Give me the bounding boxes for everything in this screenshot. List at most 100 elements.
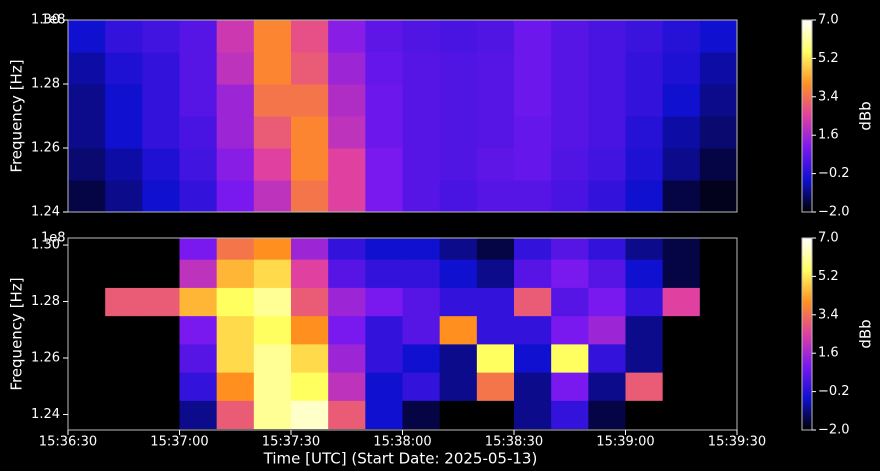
heatmap-cell (588, 372, 626, 401)
heatmap-cell (439, 52, 478, 85)
heatmap-cell (551, 116, 589, 149)
heatmap-cell (68, 400, 106, 430)
heatmap-cell (328, 287, 366, 317)
heatmap-cell (662, 116, 701, 149)
heatmap-cell (588, 84, 626, 117)
heatmap-cell (625, 116, 664, 149)
heatmap-cell (588, 315, 626, 345)
colorbar-label: dBb (857, 319, 875, 348)
heatmap-cell (514, 180, 552, 212)
heatmap-cell (476, 84, 515, 117)
heatmap-cell (328, 315, 366, 345)
heatmap-cell (476, 20, 515, 53)
heatmap-cell (365, 287, 403, 317)
heatmap-cell (625, 84, 664, 117)
heatmap-cell (699, 116, 737, 149)
heatmap-cell (402, 238, 441, 260)
colorbar-tick-label: −2.0 (818, 205, 850, 220)
colorbar-tick-label: 1.6 (818, 128, 839, 143)
heatmap-cell (699, 52, 737, 85)
heatmap-cell (68, 315, 106, 345)
heatmap-cell (291, 20, 329, 53)
heatmap-cell (142, 20, 180, 53)
heatmap-cell (551, 372, 589, 401)
heatmap-cell (105, 259, 143, 288)
heatmap-cell (699, 238, 737, 260)
heatmap-cell (68, 116, 106, 149)
heatmap-cell (365, 315, 403, 345)
heatmap-cell (291, 116, 329, 149)
heatmap-cell (216, 116, 255, 149)
heatmap-cell (662, 315, 701, 345)
heatmap-cell (588, 180, 626, 212)
heatmap-cell (662, 52, 701, 85)
heatmap-cell (68, 259, 106, 288)
heatmap-cell (105, 116, 143, 149)
heatmap-cell (551, 20, 589, 53)
heatmap-cell (105, 180, 143, 212)
y-tick-label: 1.24 (31, 407, 60, 422)
y-tick-label: 1.26 (31, 141, 60, 156)
heatmap-cell (514, 372, 552, 401)
heatmap-cell (699, 84, 737, 117)
heatmap-cell (216, 343, 255, 373)
heatmap-cell (588, 400, 626, 430)
heatmap-cell (179, 180, 218, 212)
heatmap-cell (402, 259, 441, 288)
heatmap-cell (68, 52, 106, 85)
heatmap-cell (365, 372, 403, 401)
y-tick-label: 1.30 (31, 238, 60, 253)
heatmap-cell (439, 84, 478, 117)
heatmap-cell (439, 315, 478, 345)
heatmap-cell (514, 52, 552, 85)
heatmap-cell (662, 259, 701, 288)
heatmap-cell (328, 238, 366, 260)
heatmap-cell (291, 238, 329, 260)
heatmap (68, 238, 737, 430)
heatmap-cell (439, 238, 478, 260)
heatmap-cell (142, 116, 180, 149)
heatmap-cell (402, 52, 441, 85)
heatmap-cell (105, 148, 143, 181)
heatmap-cell (439, 372, 478, 401)
heatmap-cell (476, 343, 515, 373)
colorbar-tick-label: 5.2 (818, 51, 839, 66)
heatmap-cell (216, 148, 255, 181)
heatmap-cell (216, 372, 255, 401)
heatmap-cell (551, 238, 589, 260)
heatmap-cell (142, 52, 180, 85)
heatmap-cell (216, 315, 255, 345)
heatmap-cell (216, 180, 255, 212)
heatmap-cell (625, 400, 664, 430)
heatmap-cell (365, 400, 403, 430)
colorbar-tick-label: 7.0 (818, 13, 839, 28)
heatmap-cell (402, 400, 441, 430)
heatmap-cell (588, 238, 626, 260)
heatmap-cell (216, 238, 255, 260)
heatmap-cell (216, 20, 255, 53)
heatmap-cell (68, 180, 106, 212)
colorbar-tick-label: 1.6 (818, 346, 839, 361)
heatmap-cell (291, 315, 329, 345)
heatmap-cell (365, 52, 403, 85)
heatmap-cell (476, 148, 515, 181)
y-tick-label: 1.24 (31, 205, 60, 220)
heatmap-cell (662, 180, 701, 212)
y-axis-label: Frequency [Hz] (8, 59, 26, 172)
heatmap-cell (402, 315, 441, 345)
heatmap-cell (253, 400, 292, 430)
heatmap-cell (142, 315, 180, 345)
heatmap-cell (179, 116, 218, 149)
heatmap-cell (551, 180, 589, 212)
heatmap-cell (253, 148, 292, 181)
heatmap-cell (439, 259, 478, 288)
heatmap-cell (291, 400, 329, 430)
colorbar-tick-label: 3.4 (818, 307, 839, 322)
colorbar (801, 237, 813, 431)
y-offset: 1e8 (41, 231, 66, 246)
x-tick-label: 15:37:00 (150, 435, 208, 450)
heatmap-cell (105, 372, 143, 401)
heatmap-cell (142, 400, 180, 430)
heatmap-cell (625, 20, 664, 53)
heatmap-cell (328, 20, 366, 53)
